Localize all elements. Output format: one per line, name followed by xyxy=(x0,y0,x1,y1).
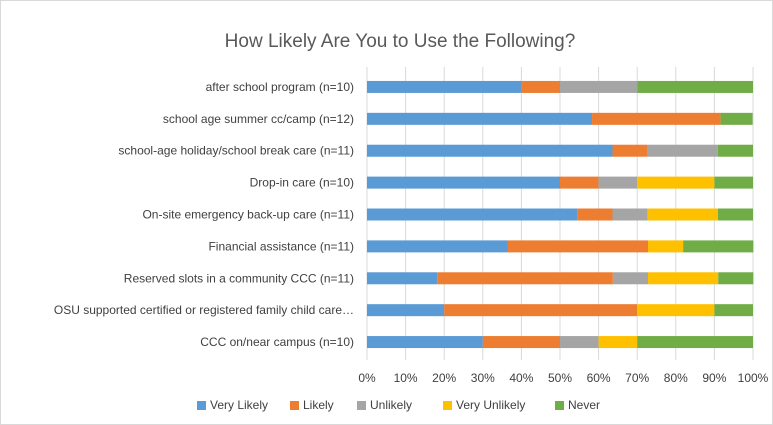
bar-segment xyxy=(367,112,593,125)
legend-item: Unlikely xyxy=(357,398,412,412)
bar-segment xyxy=(367,176,560,189)
bar-segment xyxy=(598,176,638,189)
bar-segment xyxy=(717,144,753,157)
bar-segment xyxy=(720,112,753,125)
legend-swatch xyxy=(443,401,452,410)
bar-segment xyxy=(717,208,753,221)
legend-item: Very Unlikely xyxy=(443,398,525,412)
bar-segment xyxy=(521,80,560,93)
legend: Very Likely Likely Unlikely Very Unlikely Ne… xyxy=(197,398,600,412)
x-tick-label: 70% xyxy=(625,371,649,385)
x-tick-label: 10% xyxy=(394,371,418,385)
bar-segment xyxy=(648,240,684,253)
x-tick-label: 90% xyxy=(702,371,726,385)
legend-swatch xyxy=(357,401,366,410)
bar-segment xyxy=(647,144,718,157)
legend-swatch xyxy=(197,401,206,410)
category-label: CCC on/near campus (n=10) xyxy=(200,335,354,349)
x-axis-ticks: 0% 10% 20% 30% 40% 50% 60% 70% 80% 90% 100% xyxy=(358,371,768,385)
chart-title: How Likely Are You to Use the Following? xyxy=(225,31,576,52)
category-labels: after school program (n=10) school age su… xyxy=(54,80,354,349)
bar-segment xyxy=(637,80,753,93)
legend-label: Never xyxy=(568,398,600,412)
bar-segment xyxy=(612,144,648,157)
bar-segment xyxy=(560,336,599,349)
bar-segment xyxy=(612,208,648,221)
bar-segment xyxy=(612,272,649,285)
legend-item: Never xyxy=(555,398,600,412)
x-tick-label: 30% xyxy=(471,371,495,385)
bars xyxy=(367,80,754,349)
category-label: school-age holiday/school break care (n=… xyxy=(118,144,354,158)
bar-segment xyxy=(444,304,638,317)
bar-segment xyxy=(367,144,613,157)
legend-swatch xyxy=(555,401,564,410)
legend-label: Very Unlikely xyxy=(456,398,525,412)
bar-segment xyxy=(637,304,715,317)
bar-segment xyxy=(560,80,638,93)
bar-segment xyxy=(598,336,638,349)
bar-segment xyxy=(647,208,718,221)
bar-segment xyxy=(367,336,483,349)
legend-label: Unlikely xyxy=(370,398,412,412)
x-tick-label: 20% xyxy=(432,371,456,385)
category-label: OSU supported certified or registered fa… xyxy=(54,303,354,317)
legend-item: Very Likely xyxy=(197,398,268,412)
legend-label: Likely xyxy=(303,398,334,412)
bar-segment xyxy=(714,176,753,189)
bar-segment xyxy=(367,272,438,285)
bar-segment xyxy=(507,240,649,253)
bar-segment xyxy=(714,304,753,317)
bar-segment xyxy=(683,240,754,253)
x-tick-label: 40% xyxy=(509,371,533,385)
bar-segment xyxy=(367,80,522,93)
legend-swatch xyxy=(290,401,299,410)
category-label: Financial assistance (n=11) xyxy=(208,239,354,253)
x-tick-label: 50% xyxy=(548,371,572,385)
x-tick-label: 100% xyxy=(738,371,769,385)
legend-label: Very Likely xyxy=(210,398,268,412)
bar-segment xyxy=(367,208,578,221)
bar-segment xyxy=(637,176,715,189)
legend-item: Likely xyxy=(290,398,334,412)
x-tick-label: 80% xyxy=(664,371,688,385)
bar-segment xyxy=(577,208,613,221)
bar-segment xyxy=(637,336,753,349)
bar-segment xyxy=(482,336,560,349)
bar-segment xyxy=(648,272,719,285)
bar-segment xyxy=(592,112,721,125)
category-label: school age summer cc/camp (n=12) xyxy=(163,112,354,126)
bar-segment xyxy=(437,272,613,285)
bar-segment xyxy=(367,240,508,253)
category-label: Drop-in care (n=10) xyxy=(250,176,354,190)
category-label: Reserved slots in a community CCC (n=11) xyxy=(124,271,354,285)
bar-segment xyxy=(718,272,754,285)
bar-segment xyxy=(367,304,445,317)
category-label: On-site emergency back-up care (n=11) xyxy=(142,208,354,222)
x-tick-label: 0% xyxy=(358,371,376,385)
x-tick-label: 60% xyxy=(587,371,611,385)
category-label: after school program (n=10) xyxy=(206,80,354,94)
bar-segment xyxy=(560,176,599,189)
